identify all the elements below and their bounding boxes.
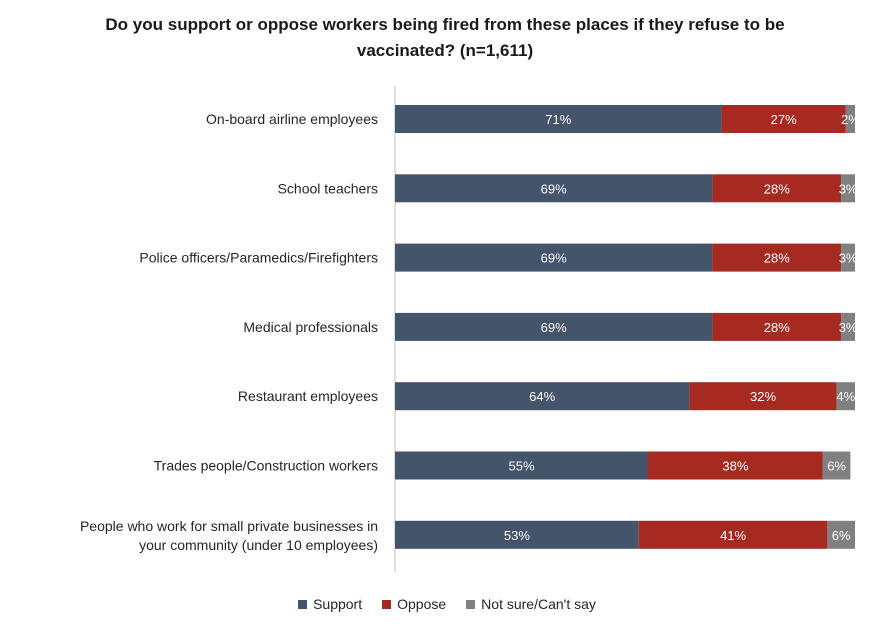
chart-plot: On-board airline employees 71% 27% 2% School… <box>79 86 860 572</box>
data-label: 3% <box>839 320 858 335</box>
data-label: 38% <box>722 459 748 474</box>
category-label: People who work for small private busine… <box>80 518 378 553</box>
bar-oppose <box>712 312 842 341</box>
category-label: On-board airline employees <box>206 111 378 127</box>
data-label: 4% <box>836 389 855 404</box>
data-label: 27% <box>771 112 797 127</box>
legend-item: Oppose <box>382 596 446 612</box>
bar-not-sure-can-t-say <box>827 520 855 549</box>
legend-label: Not sure/Can't say <box>481 596 596 612</box>
bar-support <box>395 174 713 203</box>
data-label: 28% <box>764 181 790 196</box>
bar-support <box>395 243 713 272</box>
bar-oppose <box>638 520 828 549</box>
category-label: Trades people/Construction workers <box>154 458 378 474</box>
legend-swatch <box>298 599 308 609</box>
legend-swatch <box>382 599 392 609</box>
data-label: 71% <box>545 112 571 127</box>
data-label: 64% <box>529 389 555 404</box>
bar-not-sure-can-t-say <box>845 105 855 133</box>
data-label: 28% <box>764 320 790 335</box>
bar-oppose <box>712 174 842 203</box>
bar-not-sure-can-t-say <box>836 382 855 411</box>
data-label: 69% <box>541 251 567 266</box>
legend-item: Not sure/Can't say <box>466 596 596 612</box>
legend: Support Oppose Not sure/Can't say <box>0 596 894 612</box>
bar-support <box>395 451 648 480</box>
data-label: 3% <box>839 181 858 196</box>
data-label: 28% <box>764 251 790 266</box>
data-label: 32% <box>750 389 776 404</box>
bar-oppose <box>721 105 846 133</box>
data-label: 53% <box>504 528 530 543</box>
data-label: 55% <box>508 459 534 474</box>
legend-swatch <box>466 599 476 609</box>
bar-oppose <box>648 451 823 480</box>
bar-not-sure-can-t-say <box>841 312 855 341</box>
data-label: 6% <box>832 528 851 543</box>
data-label: 3% <box>839 251 858 266</box>
bar-oppose <box>712 243 842 272</box>
category-label: School teachers <box>278 180 378 196</box>
bar-not-sure-can-t-say <box>822 451 851 480</box>
bar-support <box>395 520 639 549</box>
category-label: Medical professionals <box>243 319 378 335</box>
bar-support <box>395 382 690 411</box>
data-label: 2% <box>841 112 860 127</box>
bar-not-sure-can-t-say <box>841 174 855 203</box>
data-label: 69% <box>541 181 567 196</box>
bar-support <box>395 312 713 341</box>
legend-label: Support <box>313 596 363 612</box>
bar-oppose <box>689 382 837 411</box>
category-label: Restaurant employees <box>238 388 378 404</box>
legend-label: Oppose <box>397 596 447 612</box>
data-label: 6% <box>827 459 846 474</box>
bar-support <box>395 105 722 133</box>
data-label: 41% <box>720 528 746 543</box>
chart-title: Do you support or oppose workers being f… <box>105 15 785 60</box>
bar-not-sure-can-t-say <box>841 243 855 272</box>
data-label: 69% <box>541 320 567 335</box>
category-label: Police officers/Paramedics/Firefighters <box>139 250 378 266</box>
legend-item: Support <box>298 596 362 612</box>
